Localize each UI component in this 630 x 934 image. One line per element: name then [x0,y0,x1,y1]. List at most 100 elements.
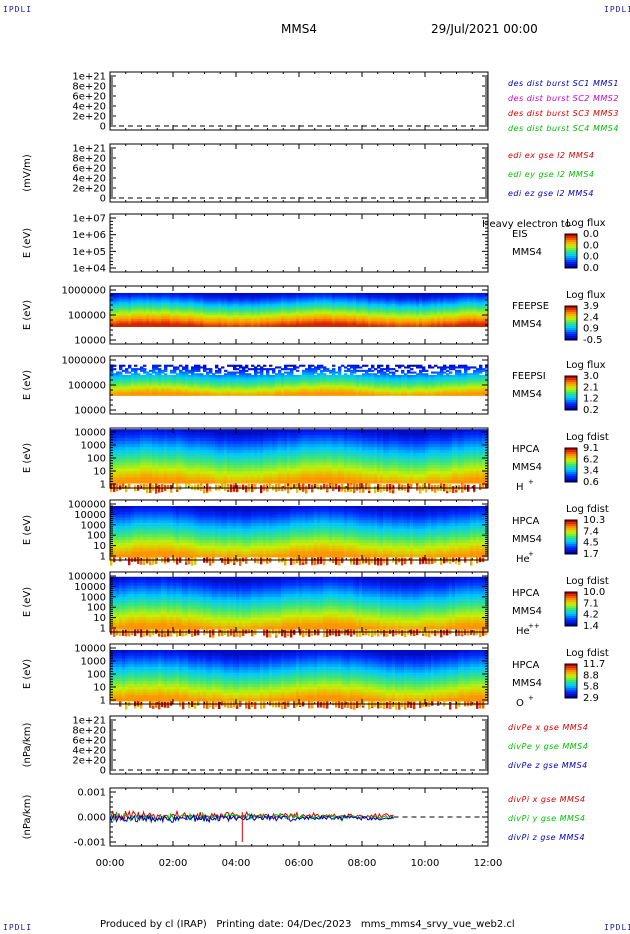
spectro-cell [263,309,267,313]
spectro-cell [482,319,486,322]
spectro-cell [449,364,453,367]
spectro-cell [422,296,426,299]
spectro-cell [350,311,354,314]
spectro-cell [425,392,429,395]
spectro-cell [194,380,198,383]
spectro-cell [206,324,210,327]
spectro-cell [395,322,399,326]
spectro-cell [431,315,435,318]
spectro-cell [266,369,270,372]
spectro-cell [320,386,324,390]
spectro-cell [128,480,132,484]
spectro-cell [203,296,207,299]
spectro-cell [185,304,189,307]
spectro-cell [434,298,438,301]
spectro-cell [470,324,474,327]
spectro-cell [320,311,324,314]
spectro-cell [146,380,150,383]
spectro-cell [344,378,348,381]
spectro-cell [155,386,159,390]
spectro-cell [203,304,207,307]
spectro-cell [122,429,126,433]
spectro-cell [188,383,192,386]
spectro-cell [122,385,126,388]
spectro-cell [254,366,258,369]
spectro-cell [266,304,270,307]
spectro-cell [110,369,114,372]
spectro-cell [401,376,405,379]
spectro-cell [173,304,177,307]
spectro-cell [332,311,336,314]
spectro-cell [140,374,144,378]
spectro-cell [293,376,297,379]
spectro-cell [173,383,177,386]
spectro-cell [206,380,210,383]
spectro-cell [119,309,123,313]
spectro-cell [335,300,339,303]
spectro-cell [398,393,402,396]
spectro-cell [182,378,186,381]
spectro-cell [122,393,126,396]
spectro-cell [440,304,444,307]
legend-entry: des dist burst SC4 MMS4 [508,124,619,133]
spectro-cell [356,381,360,384]
spectro-cell [353,368,357,371]
spectro-cell [191,378,195,381]
spectro-cell [272,315,276,318]
spectro-cell [140,324,144,327]
spectro-cell [152,300,156,303]
spectro-cell [476,302,480,305]
spectro-cell [230,373,234,376]
spectro-cell [353,386,357,390]
spectro-cell [413,307,417,311]
spectro-cell [398,364,402,367]
spectro-cell [290,311,294,314]
spectro-cell [341,298,345,301]
spectro-cell [224,386,228,390]
spectro-cell [335,319,339,322]
spectro-cell [482,381,486,384]
spectro-cell [194,296,198,299]
colorbar-tick-label: 0.0 [583,240,599,251]
spectro-cell [278,374,282,378]
spectro-cell [404,320,408,324]
spectro-cell [212,320,216,324]
spectro-cell [287,322,291,326]
spectro-cell [485,296,489,299]
spectro-cell [383,374,387,378]
spectro-cell [233,298,237,301]
spectro-cell [419,376,423,379]
spectro-cell [365,320,369,324]
spectro-cell [338,304,342,307]
spectro-cell [125,468,129,472]
spectro-cell [431,385,435,388]
spectro-cell [371,298,375,301]
spectro-cell [371,388,375,391]
spectro-cell [302,296,306,299]
spectro-cell [278,296,282,299]
spectro-cell [158,302,162,305]
spectro-cell [119,392,123,395]
spectro-cell [395,364,399,367]
spectro-cell [128,298,132,301]
spectro-cell [326,320,330,324]
spectro-cell [275,385,279,388]
spectro-cell [134,302,138,305]
spectro-cell [200,376,204,379]
spectro-cell [263,392,267,395]
spectro-cell [164,300,168,303]
spectro-cell [266,324,270,327]
spectro-cell [407,364,411,367]
spectro-cell [254,369,258,372]
spectro-cell [386,294,390,298]
spectro-cell [281,392,285,395]
spectro-cell [263,296,267,299]
spectro-cell [218,322,222,326]
spectro-cell [287,371,291,374]
spectro-cell [152,374,156,378]
spectro-cell [224,390,228,393]
spectro-cell [287,302,291,305]
spectro-cell [482,304,486,307]
spectro-cell [131,373,135,376]
spectro-cell [134,459,138,463]
